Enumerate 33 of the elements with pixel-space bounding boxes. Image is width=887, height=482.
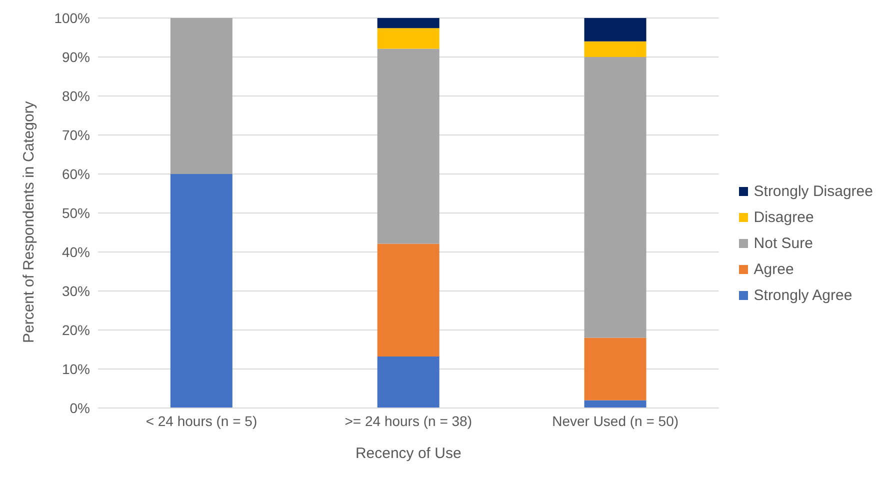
y-tick-label: 50% xyxy=(62,204,90,221)
y-tick-label: 0% xyxy=(70,400,90,416)
y-tick-label: 70% xyxy=(62,126,90,143)
y-tick-label: 40% xyxy=(62,244,90,260)
y-tick-label: 90% xyxy=(62,48,90,65)
bar xyxy=(170,18,232,174)
bar xyxy=(377,48,440,244)
bar xyxy=(377,28,440,49)
bar xyxy=(584,18,646,42)
bar xyxy=(377,356,440,408)
bar xyxy=(584,400,646,408)
legend-label: Not Sure xyxy=(754,234,813,252)
legend-label: Disagree xyxy=(754,208,814,226)
legend-label: Strongly Agree xyxy=(754,286,852,304)
bar xyxy=(170,174,232,408)
bar xyxy=(377,244,440,357)
x-tick-label: Never Used (n = 50) xyxy=(552,412,679,429)
y-axis-title: Percent of Respondents in Category xyxy=(20,100,38,343)
y-tick-label: 30% xyxy=(62,282,90,299)
bar xyxy=(584,41,646,57)
x-tick-label: < 24 hours (n = 5) xyxy=(146,412,258,429)
legend-label: Strongly Disagree xyxy=(754,182,873,200)
y-tick-label: 10% xyxy=(62,360,90,377)
y-tick-label: 20% xyxy=(62,322,90,338)
y-tick-label: 60% xyxy=(62,166,90,182)
x-tick-label: >= 24 hours (n = 38) xyxy=(344,412,472,429)
y-tick-label: 100% xyxy=(54,10,90,26)
bar xyxy=(584,338,646,400)
x-axis-title: Recency of Use xyxy=(355,445,462,462)
y-tick-label: 80% xyxy=(62,88,90,104)
bar xyxy=(584,57,646,338)
legend-label: Agree xyxy=(754,260,794,278)
bar xyxy=(377,18,440,28)
